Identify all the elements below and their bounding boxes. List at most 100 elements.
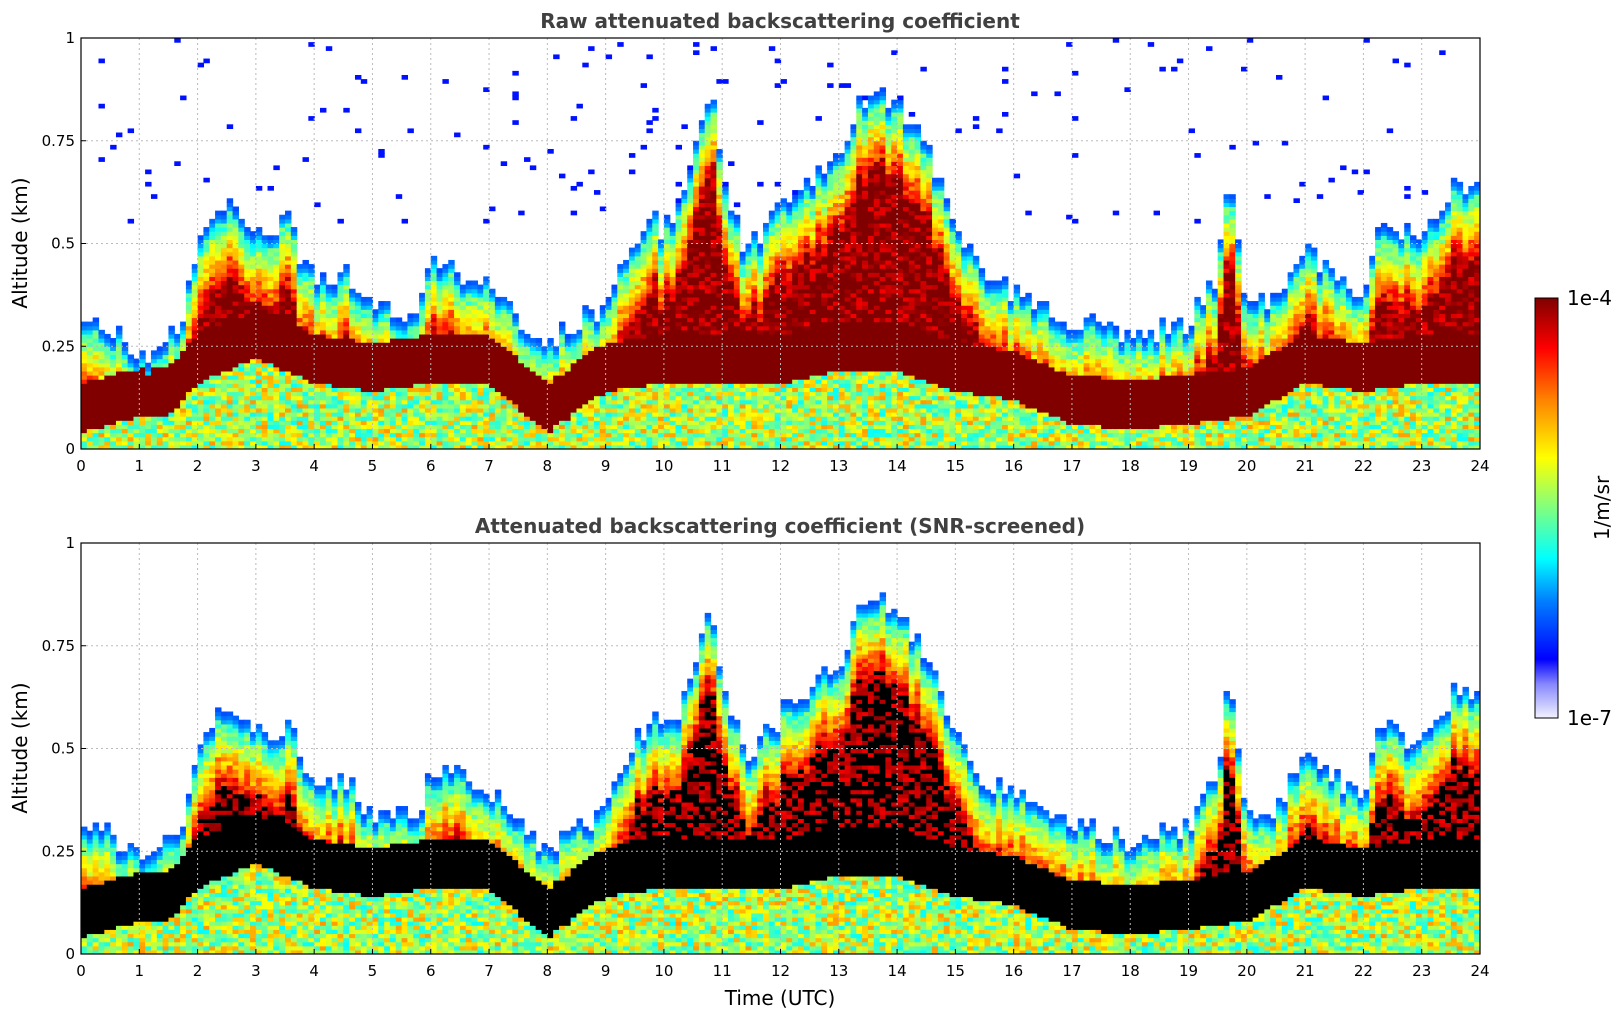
heatmap-cell [623, 362, 630, 368]
heatmap-cell [681, 251, 688, 257]
heatmap-cell [681, 338, 688, 343]
heatmap-cell [413, 375, 420, 380]
heatmap-cell [465, 362, 473, 368]
heatmap-cell [477, 444, 484, 449]
heatmap-cell [279, 280, 286, 286]
heatmap-cell [704, 181, 712, 187]
heatmap-cell [733, 383, 741, 388]
heatmap-cell [267, 338, 274, 343]
heatmap-cell [226, 231, 234, 236]
heatmap-cell [442, 391, 449, 397]
heatmap-cell [180, 412, 187, 417]
heatmap-cell [722, 416, 729, 421]
heatmap-cell [290, 329, 298, 335]
heatmap-cell [156, 424, 164, 430]
heatmap-cell [81, 383, 88, 388]
heatmap-cell [92, 375, 100, 380]
heatmap-cell [512, 391, 519, 397]
heatmap-cell [454, 366, 461, 372]
heatmap-cell [384, 379, 391, 384]
heatmap-cell [366, 420, 374, 425]
heatmap-cell [209, 428, 216, 434]
heatmap-cell [605, 362, 613, 368]
heatmap-cell [389, 391, 397, 397]
heatmap-cell [255, 379, 263, 384]
heatmap-cell [541, 391, 548, 397]
heatmap-cell [646, 407, 653, 413]
heatmap-cell [553, 399, 560, 405]
heatmap-cell [285, 333, 292, 339]
heatmap-cell [710, 313, 717, 319]
heatmap-cell [739, 395, 747, 401]
heatmap-cell [378, 354, 385, 360]
heatmap-cell [681, 444, 688, 449]
heatmap-cell [570, 362, 578, 368]
heatmap-cell [110, 144, 117, 150]
heatmap-cell [494, 338, 502, 343]
heatmap-cell [745, 272, 752, 277]
heatmap-cell [698, 202, 706, 208]
heatmap-cell [611, 296, 618, 302]
heatmap-cell [728, 403, 735, 409]
heatmap-cell [640, 325, 648, 331]
heatmap-cell [710, 436, 717, 442]
heatmap-cell [220, 222, 228, 228]
heatmap-cell [331, 305, 339, 310]
heatmap-cell [658, 370, 665, 376]
heatmap-cell [529, 362, 537, 368]
heatmap-cell [215, 420, 222, 425]
heatmap-cell [716, 296, 723, 302]
heatmap-cell [360, 403, 368, 409]
heatmap-cell [366, 387, 374, 393]
heatmap-cell [669, 424, 677, 430]
heatmap-cell [185, 436, 193, 442]
heatmap-cell [413, 432, 420, 438]
heatmap-cell [553, 391, 560, 397]
heatmap-cell [477, 333, 484, 339]
heatmap-cell [215, 432, 222, 438]
heatmap-cell [349, 436, 356, 442]
heatmap-cell [430, 317, 438, 323]
heatmap-cell [290, 338, 298, 343]
heatmap-cell [454, 272, 461, 277]
heatmap-cell [180, 391, 187, 397]
heatmap-cell [203, 301, 210, 306]
heatmap-cell [185, 333, 193, 339]
heatmap-cell [232, 321, 239, 327]
heatmap-cell [442, 379, 449, 384]
heatmap-cell [506, 436, 513, 442]
heatmap-cell [360, 325, 368, 331]
heatmap-cell [320, 342, 327, 347]
heatmap-cell [733, 387, 741, 393]
heatmap-cell [489, 379, 496, 384]
heatmap-cell [372, 399, 379, 405]
heatmap-cell [290, 239, 298, 245]
heatmap-cell [518, 391, 525, 397]
heatmap-cell [663, 342, 671, 347]
heatmap-cell [623, 375, 630, 380]
heatmap-cell [302, 272, 309, 277]
heatmap-cell [290, 227, 298, 232]
heatmap-cell [115, 416, 123, 421]
heatmap-cell [273, 383, 280, 388]
heatmap-cell [314, 424, 321, 430]
heatmap-cell [168, 444, 175, 449]
heatmap-cell [407, 440, 414, 446]
heatmap-cell [238, 370, 245, 376]
heatmap-cell [331, 395, 339, 401]
heatmap-cell [681, 321, 688, 327]
heatmap-cell [489, 358, 496, 364]
heatmap-cell [232, 272, 239, 277]
heatmap-cell [354, 313, 362, 319]
heatmap-cell [121, 403, 129, 409]
heatmap-cell [215, 416, 222, 421]
heatmap-cell [529, 375, 537, 380]
heatmap-cell [250, 247, 257, 253]
heatmap-cell [215, 354, 222, 360]
heatmap-cell [570, 354, 578, 360]
heatmap-cell [518, 375, 525, 380]
heatmap-cell [384, 366, 391, 372]
heatmap-cell [331, 313, 339, 319]
heatmap-cell [174, 350, 181, 356]
heatmap-cell [104, 342, 111, 347]
